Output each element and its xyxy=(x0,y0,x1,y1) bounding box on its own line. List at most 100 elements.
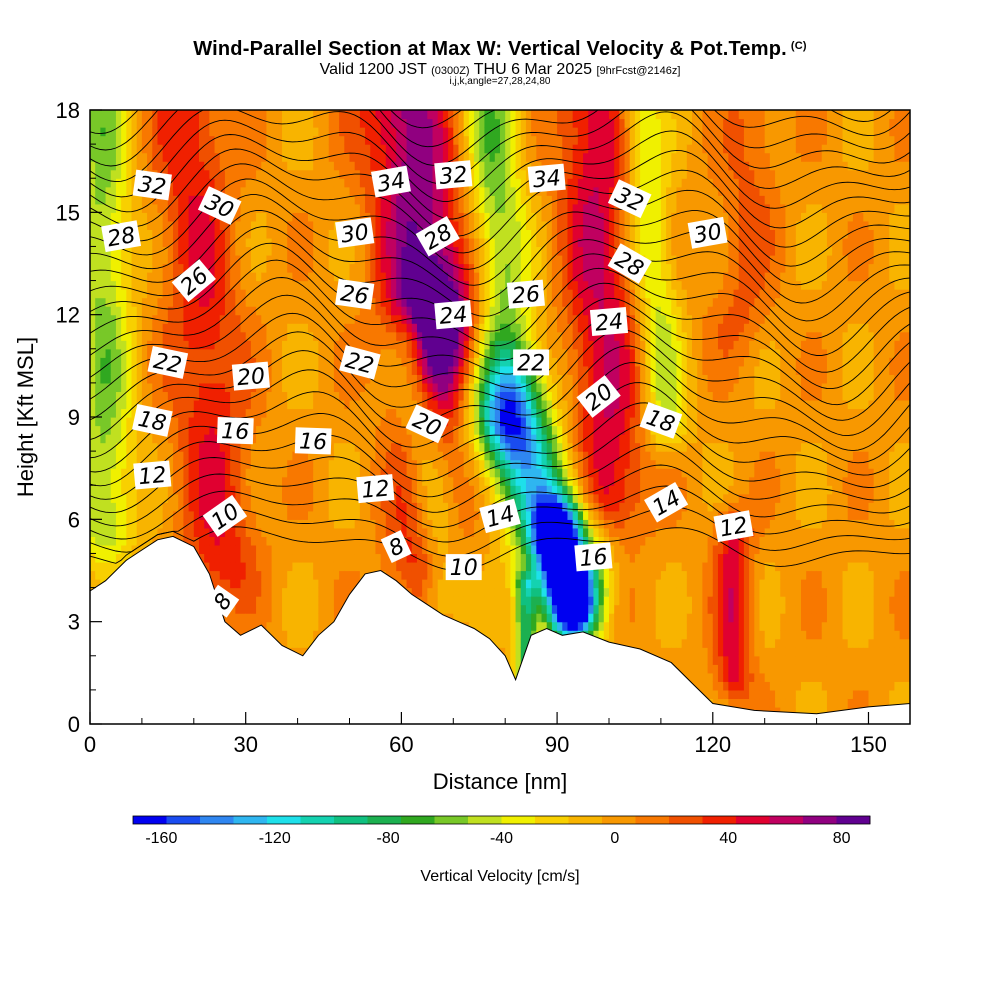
vv-cell xyxy=(422,289,428,299)
vv-cell xyxy=(323,553,330,563)
vv-cell xyxy=(276,425,283,435)
vv-cell xyxy=(276,561,283,572)
vv-cell xyxy=(204,553,210,563)
vv-cell xyxy=(422,459,428,469)
vv-cell xyxy=(313,169,319,179)
vv-cell xyxy=(266,135,273,145)
vv-cell xyxy=(90,195,96,205)
vv-cell xyxy=(100,485,107,495)
vv-cell xyxy=(416,237,423,248)
vv-cell xyxy=(427,451,434,461)
vv-cell xyxy=(90,374,96,384)
vv-cell xyxy=(416,186,423,196)
vv-cell xyxy=(235,570,242,580)
vv-cell xyxy=(261,263,268,273)
vv-cell xyxy=(115,246,122,256)
vv-cell xyxy=(178,476,185,486)
vv-cell xyxy=(136,203,143,213)
vv-cell xyxy=(292,237,299,248)
vv-cell xyxy=(276,408,283,418)
vv-cell xyxy=(422,382,428,393)
vv-cell xyxy=(385,306,392,316)
vv-cell xyxy=(266,519,273,529)
vv-cell xyxy=(261,587,268,597)
vv-cell xyxy=(224,237,231,248)
vv-cell xyxy=(282,476,288,486)
vv-cell xyxy=(427,374,434,384)
vv-cell xyxy=(380,263,387,273)
vv-cell xyxy=(204,519,210,529)
vv-cell xyxy=(115,118,122,128)
vv-cell xyxy=(354,502,361,512)
vv-cell xyxy=(173,374,179,384)
vv-cell xyxy=(276,357,283,367)
vv-cell xyxy=(380,519,387,529)
vv-cell xyxy=(297,118,304,128)
vv-cell xyxy=(115,348,122,358)
vv-cell xyxy=(437,152,444,162)
vv-cell xyxy=(261,596,268,606)
vv-cell xyxy=(245,561,252,572)
vv-cell xyxy=(302,493,309,503)
vv-cell xyxy=(188,110,195,120)
vv-cell xyxy=(437,476,444,486)
vv-cell xyxy=(131,536,138,546)
vv-cell xyxy=(422,399,428,410)
vv-cell xyxy=(230,323,236,333)
vv-cell xyxy=(230,186,236,196)
vv-cell xyxy=(245,502,252,512)
vv-cell xyxy=(173,408,179,418)
vv-cell xyxy=(344,459,351,469)
vv-cell xyxy=(406,374,413,384)
vv-cell xyxy=(318,220,325,230)
vv-cell xyxy=(307,297,314,307)
vv-cell xyxy=(396,118,402,128)
vv-cell xyxy=(359,323,366,333)
vv-cell xyxy=(297,263,304,273)
vv-cell xyxy=(198,340,205,350)
vv-cell xyxy=(318,536,325,546)
vv-cell xyxy=(126,203,133,213)
vv-cell xyxy=(240,272,247,282)
vv-cell xyxy=(157,510,164,520)
vv-cell xyxy=(95,485,101,495)
vv-cell xyxy=(318,229,325,239)
vv-cell xyxy=(365,408,371,418)
vv-cell xyxy=(173,476,179,486)
vv-cell xyxy=(416,570,423,580)
vv-cell xyxy=(183,442,190,452)
vv-cell xyxy=(282,638,288,648)
vv-cell xyxy=(297,502,304,512)
vv-cell xyxy=(401,553,408,563)
vv-cell xyxy=(422,323,428,333)
vv-cell xyxy=(282,254,288,265)
vv-cell xyxy=(416,493,423,503)
vv-cell xyxy=(349,212,356,222)
vv-cell xyxy=(406,289,413,299)
vv-cell xyxy=(333,203,340,213)
vv-cell xyxy=(266,186,273,196)
vv-cell xyxy=(432,519,439,529)
vv-cell xyxy=(230,263,236,273)
vv-cell xyxy=(307,118,314,128)
vv-cell xyxy=(214,237,221,248)
vv-cell xyxy=(380,306,387,316)
vv-cell xyxy=(100,553,107,563)
vv-cell xyxy=(307,110,314,120)
vv-cell xyxy=(339,442,345,452)
vv-cell xyxy=(307,459,314,469)
vv-cell xyxy=(365,152,371,162)
vv-cell xyxy=(224,544,231,555)
vv-cell xyxy=(95,391,101,401)
vv-cell xyxy=(339,476,345,486)
vv-cell xyxy=(432,323,439,333)
vv-cell xyxy=(110,476,117,486)
vv-cell xyxy=(230,110,236,120)
vv-cell xyxy=(396,195,402,205)
vv-cell xyxy=(157,220,164,230)
vv-cell xyxy=(448,613,454,623)
vv-cell xyxy=(245,127,252,137)
vv-cell xyxy=(276,220,283,230)
vv-cell xyxy=(339,144,345,154)
vv-cell xyxy=(110,510,117,520)
